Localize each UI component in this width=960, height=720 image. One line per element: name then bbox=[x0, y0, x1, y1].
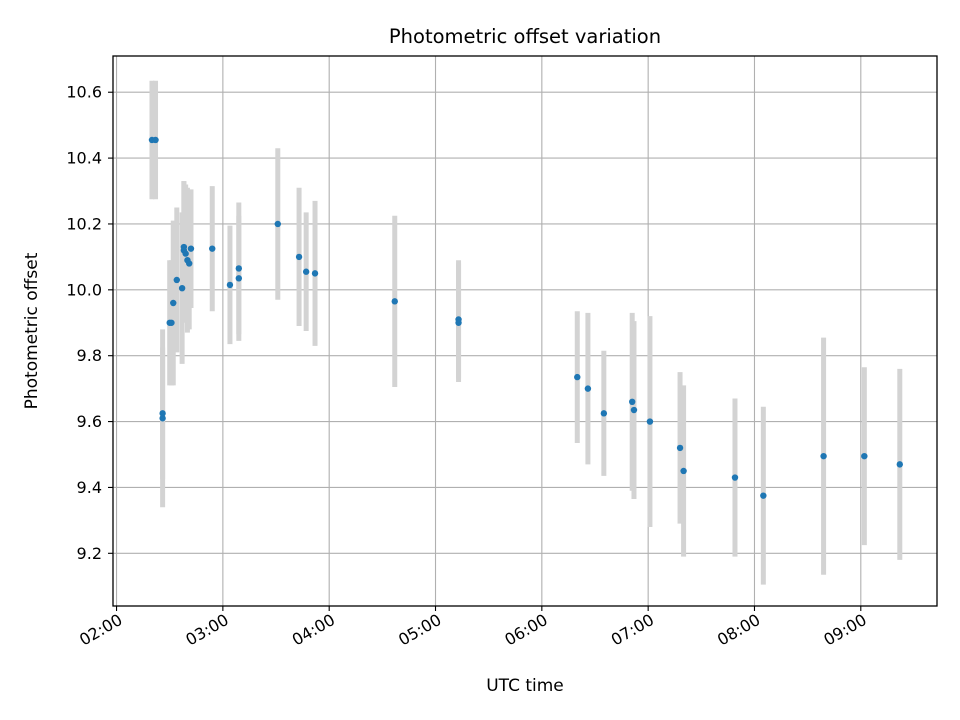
x-axis-label: UTC time bbox=[486, 676, 564, 696]
data-point bbox=[584, 385, 592, 392]
data-point bbox=[187, 245, 195, 252]
data-point bbox=[159, 410, 166, 417]
data-point bbox=[274, 220, 281, 228]
data-point bbox=[226, 281, 234, 289]
data-point bbox=[182, 250, 189, 257]
data-point bbox=[630, 406, 638, 414]
data-point bbox=[574, 373, 581, 381]
y-tick-label: 9.2 bbox=[77, 544, 102, 563]
data-point bbox=[391, 298, 398, 305]
data-point bbox=[676, 444, 684, 452]
data-point bbox=[170, 299, 177, 307]
plot-frame bbox=[112, 55, 938, 607]
data-point bbox=[600, 410, 608, 417]
y-tick-label: 9.8 bbox=[77, 346, 102, 365]
data-point bbox=[185, 260, 193, 267]
data-point bbox=[168, 319, 175, 326]
data-point bbox=[235, 265, 243, 272]
y-tick-label: 9.6 bbox=[77, 412, 102, 431]
chart-title: Photometric offset variation bbox=[389, 25, 661, 48]
data-point bbox=[680, 467, 687, 475]
data-point bbox=[173, 276, 180, 284]
data-point bbox=[455, 319, 462, 326]
data-point bbox=[760, 492, 767, 499]
y-axis-label: Photometric offset bbox=[22, 252, 42, 409]
data-point bbox=[302, 268, 310, 275]
data-point bbox=[629, 398, 636, 406]
data-point bbox=[646, 418, 654, 425]
data-point bbox=[861, 452, 868, 460]
data-point bbox=[295, 253, 303, 261]
data-point bbox=[152, 136, 159, 144]
data-point bbox=[311, 270, 319, 277]
data-point bbox=[731, 474, 739, 481]
data-point bbox=[159, 415, 166, 422]
y-tick-label: 10.6 bbox=[66, 83, 102, 102]
y-tick-label: 10.4 bbox=[66, 149, 102, 168]
y-tick-label: 10.2 bbox=[66, 214, 102, 233]
data-point bbox=[820, 452, 827, 460]
data-point bbox=[178, 284, 186, 292]
data-point bbox=[209, 245, 216, 252]
y-tick-label: 9.4 bbox=[77, 478, 102, 497]
data-point bbox=[235, 275, 243, 282]
data-point bbox=[896, 461, 903, 468]
data-points bbox=[148, 136, 903, 499]
y-tick-label: 10.0 bbox=[66, 280, 102, 299]
